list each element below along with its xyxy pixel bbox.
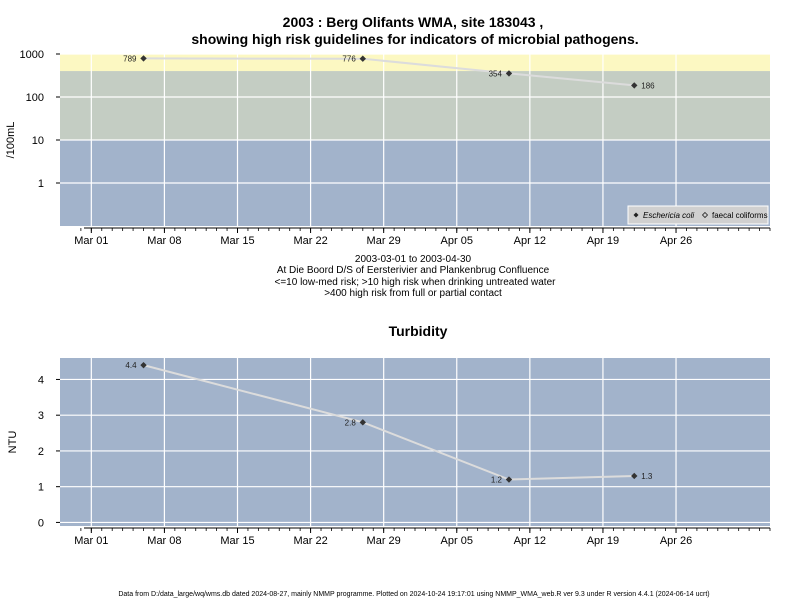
data-label: 789 — [123, 54, 137, 63]
y-tick-label: 1000 — [20, 49, 44, 61]
x-tick-label: Mar 15 — [220, 235, 254, 247]
x-tick-label: Mar 01 — [74, 535, 108, 547]
y-tick-label: 1 — [38, 482, 44, 494]
x-tick-label: Mar 29 — [367, 535, 401, 547]
x-tick-label: Apr 26 — [660, 235, 692, 247]
risk-band — [60, 71, 770, 140]
x-tick-label: Apr 12 — [514, 235, 546, 247]
data-label: 1.2 — [491, 476, 503, 485]
x-tick-label: Mar 29 — [367, 235, 401, 247]
legend-entry: Eschericia coli — [643, 211, 694, 220]
chart-title-line1: 2003 : Berg Olifants WMA, site 183043 , — [283, 14, 544, 30]
data-point — [631, 472, 638, 480]
x-tick-label: Mar 15 — [220, 535, 254, 547]
x-tick-label: Mar 08 — [147, 235, 181, 247]
x-tick-label: Apr 19 — [587, 535, 619, 547]
data-point — [505, 70, 513, 77]
x-tick-label: Apr 12 — [514, 535, 546, 547]
data-point — [140, 55, 147, 62]
y-tick-label: 0 — [38, 517, 44, 529]
chart-title-line2: showing high risk guidelines for indicat… — [191, 31, 638, 47]
legend-box — [627, 205, 769, 225]
y-tick-label: 100 — [26, 92, 44, 104]
y-axis-label: NTU — [7, 431, 19, 454]
x-tick-label: Mar 08 — [147, 535, 181, 547]
x-tick-label: Apr 26 — [660, 535, 692, 547]
data-point — [359, 419, 366, 426]
data-label: 776 — [342, 55, 356, 64]
data-label: 186 — [641, 81, 655, 90]
x-tick-label: Apr 19 — [587, 235, 619, 247]
x-tick-label: Mar 22 — [293, 535, 327, 547]
legend-marker-filled — [633, 212, 639, 218]
x-tick-label: Apr 05 — [441, 535, 473, 547]
y-tick-label: 10 — [32, 135, 44, 147]
legend-marker-open — [701, 211, 709, 219]
y-tick-label: 3 — [38, 410, 44, 422]
x-tick-label: Mar 22 — [293, 235, 327, 247]
data-point — [505, 476, 513, 483]
data-label: 2.8 — [345, 418, 357, 427]
panel-title: Turbidity — [389, 323, 448, 339]
x-tick-label: Mar 01 — [74, 235, 108, 247]
data-label: 1.3 — [641, 472, 653, 481]
data-point — [140, 361, 147, 369]
y-tick-label: 1 — [38, 178, 44, 190]
footer-note: Data from D:/data_large/wq/wms.db dated … — [118, 591, 709, 598]
data-label: 4.4 — [125, 361, 137, 370]
y-tick-label: 2 — [38, 446, 44, 458]
microbial-chart: 1 10 100 1000 Mar 01 Mar 08 Mar 15 Mar 22 Mar 29… — [5, 49, 771, 247]
subtitle-line: At Die Boord D/S of Eersterivier and Pla… — [277, 265, 550, 276]
subtitle-line: 2003-03-01 to 2003-04-30 — [355, 254, 472, 265]
data-point — [359, 55, 366, 62]
turbidity-chart: 0 1 2 3 4 Mar 01 Mar 08 Mar 15 Mar 22 Mar 29 Apr 0… — [7, 323, 771, 547]
series-line — [143, 57, 635, 87]
y-tick-label: 4 — [38, 374, 44, 386]
x-tick-label: Apr 05 — [441, 235, 473, 247]
subtitle-line: <=10 low-med risk; >10 high risk when dr… — [275, 277, 557, 288]
legend-entry: faecal coliforms — [712, 211, 768, 220]
risk-band — [60, 54, 770, 72]
data-point — [631, 82, 638, 89]
series-line — [143, 364, 635, 481]
data-label: 354 — [489, 69, 503, 78]
y-axis-label: /100mL — [5, 122, 17, 159]
subtitle-line: >400 high risk from full or partial cont… — [324, 288, 502, 299]
